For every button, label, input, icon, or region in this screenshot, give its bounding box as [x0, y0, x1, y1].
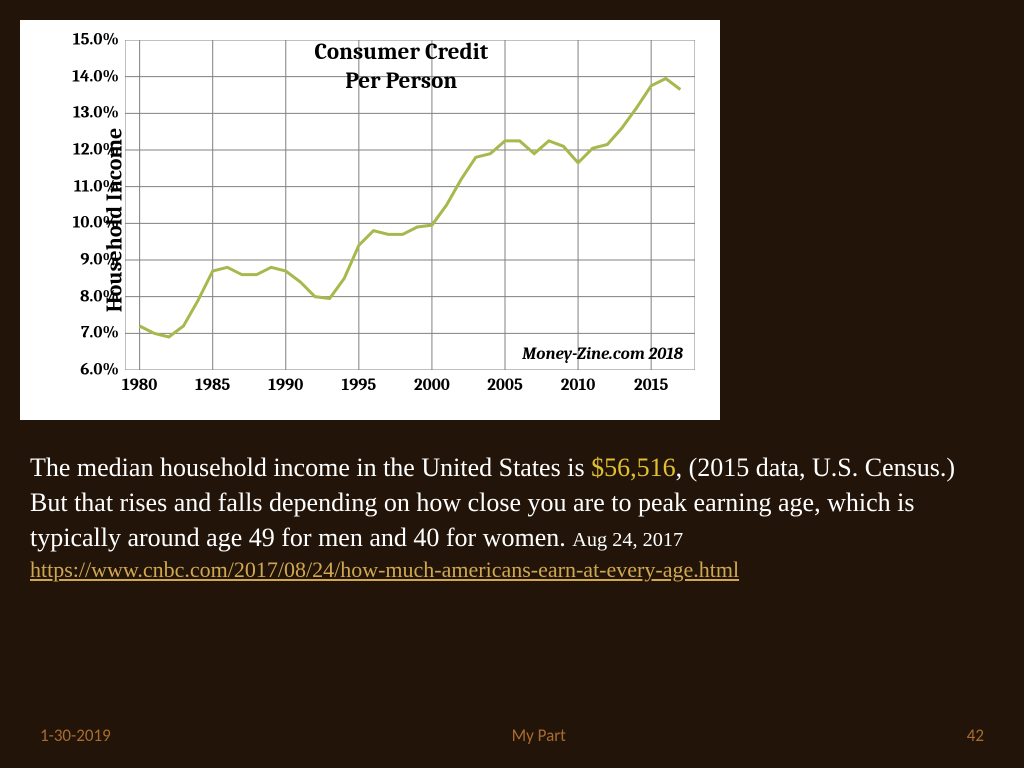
y-tick-label: 6.0%	[80, 361, 119, 380]
chart-title-line2: Per Person	[345, 67, 457, 94]
y-tick-label: 10.0%	[73, 214, 119, 233]
y-tick-label: 8.0%	[80, 287, 119, 306]
caption-main: The median household income in the Unite…	[30, 453, 955, 552]
x-tick-label: 2010	[561, 376, 596, 395]
footer-date: 1-30-2019	[40, 725, 111, 746]
y-tick-label: 13.0%	[73, 104, 119, 123]
caption-link[interactable]: https://www.cnbc.com/2017/08/24/how-much…	[30, 555, 739, 585]
caption-highlight: $56,516	[591, 453, 676, 482]
chart-credit: Money-Zine.com 2018	[522, 345, 683, 364]
y-tick-label: 11.0%	[74, 177, 119, 196]
x-tick-label: 2015	[634, 376, 668, 395]
x-tick-label: 1990	[268, 376, 303, 395]
caption-date: Aug 24, 2017	[572, 529, 683, 551]
chart-title: Consumer Credit Per Person	[314, 38, 488, 96]
footer-page: 42	[967, 725, 984, 746]
x-tick-label: 2005	[487, 376, 523, 395]
y-tick-label: 9.0%	[80, 251, 119, 270]
y-tick-label: 15.0%	[73, 31, 119, 50]
x-tick-label: 1980	[122, 376, 157, 395]
line-series	[140, 79, 681, 338]
chart-inner: Consumer Credit Per Person Household Inc…	[30, 30, 705, 410]
slide-footer: 1-30-2019 My Part 42	[40, 725, 984, 746]
footer-center: My Part	[512, 725, 566, 746]
y-tick-label: 12.0%	[73, 141, 119, 160]
y-tick-label: 14.0%	[72, 67, 119, 86]
chart-title-line1: Consumer Credit	[314, 38, 488, 65]
caption-text: The median household income in the Unite…	[30, 450, 994, 585]
caption-before: The median household income in the Unite…	[30, 453, 591, 482]
x-tick-label: 2000	[414, 376, 450, 395]
y-tick-label: 7.0%	[81, 324, 119, 343]
chart-container: Consumer Credit Per Person Household Inc…	[20, 20, 720, 420]
x-tick-label: 1995	[341, 376, 376, 395]
x-tick-label: 1985	[195, 376, 230, 395]
